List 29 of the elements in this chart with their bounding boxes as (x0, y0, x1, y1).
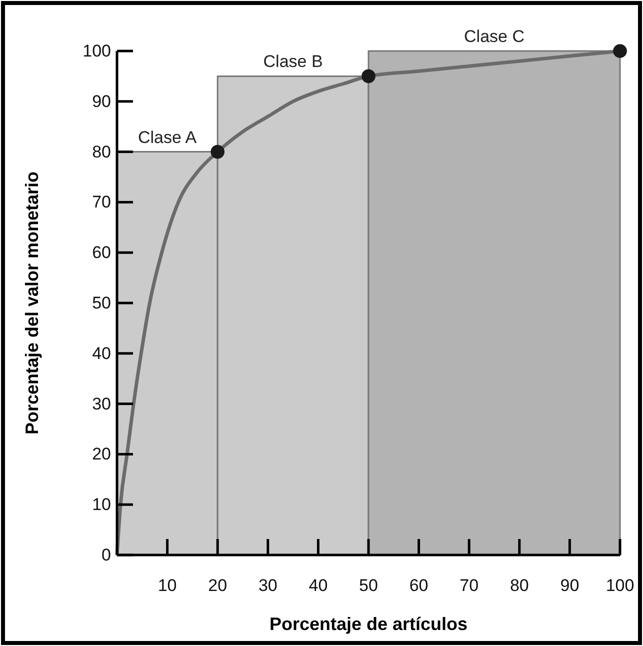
y-tick-label: 60 (92, 243, 111, 262)
y-tick-label: 30 (92, 394, 111, 414)
point (210, 144, 225, 159)
x-tick-label: 100 (606, 576, 634, 596)
x-tick-label: 70 (460, 576, 479, 596)
series-label: Clase C (464, 27, 524, 46)
x-tick-label: 30 (258, 576, 278, 596)
y-axis-title: Porcentaje del valor monetario (22, 171, 42, 435)
x-tick-label: 60 (409, 576, 428, 596)
y-tick-label: 40 (92, 344, 111, 363)
point (613, 44, 627, 58)
x-axis-title: Porcentaje de artículos (269, 614, 468, 634)
y-tick-label: 90 (92, 92, 111, 111)
y-tick-label: 50 (92, 293, 111, 312)
y-tick-label: 0 (102, 545, 111, 564)
y-tick-label: 80 (92, 142, 111, 162)
y-tick-label: 20 (92, 444, 111, 464)
x-tick-label: 10 (158, 576, 177, 596)
y-tick-label: 10 (92, 495, 111, 514)
x-tick-label: 20 (208, 576, 228, 596)
y-tick-label: 100 (82, 41, 111, 60)
x-tick-label: 40 (308, 576, 328, 596)
series-label: Clase B (263, 52, 323, 72)
x-tick-label: 80 (510, 576, 529, 596)
x-tick-label: 90 (560, 576, 580, 596)
y-tick-label: 70 (92, 192, 111, 212)
series-label: Clase A (138, 128, 198, 147)
x-tick-label: 50 (359, 576, 378, 596)
point (362, 69, 376, 84)
